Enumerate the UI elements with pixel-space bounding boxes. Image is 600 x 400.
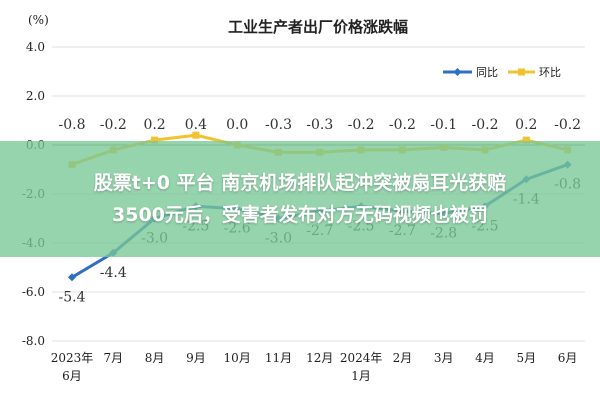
y-unit-label: (%) (28, 13, 49, 27)
x-axis: 2023年 6月 7月 8月 9月 10月 11月 12月 2024年 1月 2月 3月 4月 5月 6月 (51, 351, 578, 383)
x-tick-label: 9月 (186, 351, 206, 365)
data-label-yoy: -5.4 (59, 289, 86, 305)
data-label-mom: -0.3 (265, 117, 292, 133)
data-label-mom: -0.2 (389, 117, 416, 133)
legend-marker-mom (518, 68, 525, 76)
x-tick-label: 7月 (103, 351, 123, 365)
x-tick-label: 6月 (558, 351, 578, 365)
x-tick-label: 2月 (393, 351, 413, 365)
x-tick-label: 2024年 1月 (340, 351, 383, 383)
data-point-mom (192, 131, 200, 139)
x-tick-label: 2023年 6月 (51, 351, 94, 383)
headline-line-2: 3500元后，受害者发布对方无码视频也被罚 (112, 204, 488, 226)
data-label-mom: -0.3 (306, 117, 333, 133)
data-label-mom: -0.2 (100, 117, 127, 133)
x-tick-label: 3月 (434, 351, 454, 365)
legend: 同比 环比 (443, 66, 561, 79)
data-label-mom: -0.1 (430, 117, 457, 133)
data-point-mom (522, 136, 530, 144)
legend-label-yoy: 同比 (476, 66, 498, 79)
y-tick-label: 2.0 (26, 89, 45, 103)
headline-banner[interactable]: 股票t+0 平台 南京机场排队起冲突被扇耳光获赔 3500元后，受害者发布对方无… (0, 141, 600, 257)
legend-label-mom: 环比 (539, 66, 561, 79)
x-tick-label: 10月 (224, 351, 251, 365)
legend-item-yoy: 同比 (443, 66, 498, 79)
y-tick-label: -8.0 (22, 334, 45, 348)
data-label-yoy: -4.4 (100, 265, 127, 281)
x-tick-label: 5月 (516, 351, 536, 365)
chart-title: 工业生产者出厂价格涨跌幅 (228, 18, 408, 36)
legend-item-mom: 环比 (508, 66, 561, 79)
data-label-mom: -0.2 (348, 117, 375, 133)
x-tick-label: 8月 (145, 351, 165, 365)
x-tick-label: 12月 (306, 351, 333, 365)
data-label-mom: -0.2 (554, 117, 581, 133)
data-label-mom: 0.2 (143, 117, 165, 133)
headline-line-1: 股票t+0 平台 南京机场排队起冲突被扇耳光获赔 (93, 172, 507, 194)
y-tick-label: -6.0 (22, 285, 45, 299)
x-tick-label: 4月 (475, 351, 495, 365)
data-point-mom (151, 136, 159, 144)
data-label-mom: 0.0 (226, 117, 248, 133)
data-label-mom: -0.2 (472, 117, 499, 133)
data-point-yoy (68, 273, 76, 282)
data-label-mom: -0.8 (59, 117, 86, 133)
legend-marker-yoy (453, 68, 462, 76)
data-label-mom: 0.2 (515, 117, 537, 133)
data-label-mom: 0.4 (185, 117, 207, 133)
x-tick-label: 11月 (265, 351, 292, 365)
y-tick-label: 4.0 (26, 40, 45, 54)
